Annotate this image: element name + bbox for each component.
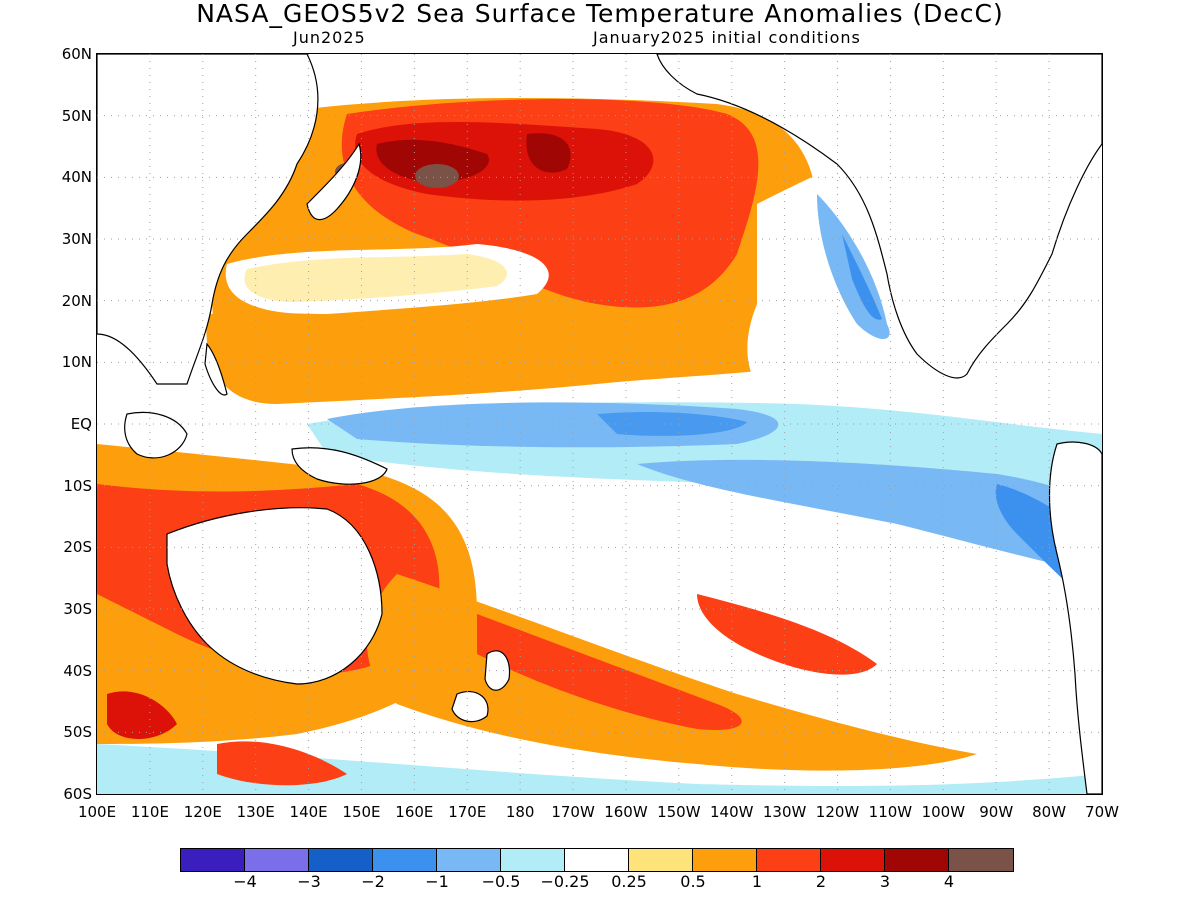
latitude-label: 10N bbox=[61, 353, 92, 372]
colorbar-swatch bbox=[501, 849, 565, 871]
latitude-label: 50N bbox=[61, 106, 92, 125]
south-pacific-warm-belt bbox=[367, 574, 977, 771]
longitude-label: 120W bbox=[815, 803, 860, 821]
longitude-label: 130E bbox=[236, 803, 275, 821]
longitude-label: 130W bbox=[762, 803, 807, 821]
map-canvas bbox=[97, 54, 1102, 794]
landmass-japan bbox=[306, 142, 362, 221]
longitude-label: 140E bbox=[289, 803, 328, 821]
north-tropical-warm-tongue bbox=[206, 312, 837, 404]
longitude-label: 180 bbox=[505, 803, 535, 821]
longitude-label: 100E bbox=[77, 803, 117, 821]
colorbar-label: −0.25 bbox=[540, 872, 590, 891]
graticule bbox=[97, 54, 1102, 794]
colorbar-label: −0.5 bbox=[481, 872, 521, 891]
initial-conditions-label: January2025 initial conditions bbox=[593, 28, 861, 47]
colorbar-swatch bbox=[821, 849, 885, 871]
landmass-borneo bbox=[124, 411, 188, 459]
longitude-label: 140W bbox=[710, 803, 754, 821]
sst-anomaly-map bbox=[96, 53, 1103, 795]
colorbar-swatch bbox=[693, 849, 757, 871]
colorbar-swatch bbox=[373, 849, 437, 871]
colorbar-label: 3 bbox=[879, 872, 891, 891]
longitude-label: 160E bbox=[395, 803, 434, 821]
landmass-new-guinea bbox=[291, 447, 388, 485]
colorbar-swatch bbox=[885, 849, 949, 871]
landmass-australia bbox=[166, 507, 383, 685]
southern-ocean-mixed bbox=[97, 744, 1102, 794]
colorbar-label: 0.25 bbox=[611, 872, 647, 891]
kuroshio-warm-core bbox=[415, 164, 459, 188]
colorbar-swatch bbox=[437, 849, 501, 871]
latitude-label: 20N bbox=[61, 291, 92, 310]
longitude-label: 90W bbox=[979, 803, 1014, 821]
colorbar-swatch bbox=[245, 849, 309, 871]
landmass-philippines bbox=[204, 342, 228, 396]
latitude-label: EQ bbox=[70, 415, 92, 433]
landmass-asia bbox=[97, 54, 319, 385]
colorbar-swatch bbox=[309, 849, 373, 871]
landmass-north-america bbox=[656, 54, 1102, 379]
longitude-label: 150E bbox=[342, 803, 381, 821]
longitude-label: 170W bbox=[551, 803, 595, 821]
latitude-label: 20S bbox=[63, 538, 92, 557]
longitude-label: 110E bbox=[130, 803, 169, 821]
landmass-group bbox=[97, 54, 1102, 794]
latitude-label: 10S bbox=[63, 476, 92, 495]
latitude-label: 40S bbox=[63, 661, 92, 680]
colorbar-label: −2 bbox=[361, 872, 385, 891]
colorbar-label: −4 bbox=[233, 872, 257, 891]
latitude-label: 30S bbox=[63, 600, 92, 618]
longitude-label: 70W bbox=[1085, 803, 1119, 821]
colorbar-swatch bbox=[565, 849, 629, 871]
latitude-label: 40N bbox=[61, 168, 92, 187]
colorbar-label: 2 bbox=[815, 872, 827, 891]
longitude-label: 80W bbox=[1032, 803, 1067, 821]
colorbar-label: −3 bbox=[297, 872, 321, 891]
longitude-label: 100W bbox=[921, 803, 966, 821]
chart-title: NASA_GEOS5v2 Sea Surface Temperature Ano… bbox=[196, 0, 1004, 28]
colorbar-label: 4 bbox=[943, 872, 955, 891]
colorbar-swatch bbox=[181, 849, 245, 871]
colorbar-swatch bbox=[757, 849, 821, 871]
landmass-south-america bbox=[1048, 441, 1102, 794]
longitude-label: 120E bbox=[183, 803, 222, 821]
longitude-label: 110W bbox=[868, 803, 913, 821]
colorbar-swatch bbox=[629, 849, 693, 871]
latitude-label: 60N bbox=[61, 45, 92, 63]
longitude-label: 160W bbox=[604, 803, 648, 821]
longitude-label: 170E bbox=[448, 803, 487, 821]
colorbar bbox=[180, 848, 1014, 872]
forecast-month-label: Jun2025 bbox=[293, 28, 366, 47]
north-pacific-extreme-warm bbox=[376, 139, 489, 183]
longitude-label: 150W bbox=[657, 803, 701, 821]
landmass-new-zealand-north bbox=[484, 650, 511, 691]
colorbar-label: 0.5 bbox=[680, 872, 706, 891]
latitude-label: 30N bbox=[61, 230, 92, 248]
latitude-label: 50S bbox=[63, 723, 92, 742]
latitude-label: 60S bbox=[63, 785, 92, 803]
colorbar-label: −1 bbox=[425, 872, 449, 891]
colorbar-swatch bbox=[949, 849, 1013, 871]
landmass-new-zealand-south bbox=[451, 691, 489, 723]
colorbar-label: 1 bbox=[751, 872, 763, 891]
